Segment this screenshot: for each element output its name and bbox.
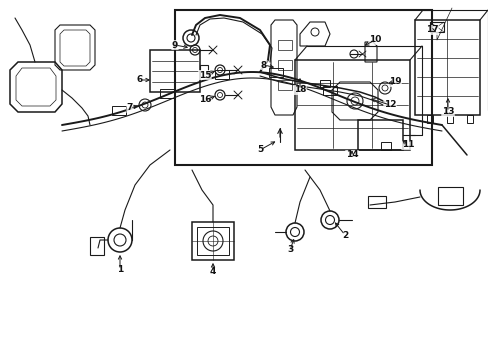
Text: 14: 14	[345, 150, 358, 159]
Text: 13: 13	[441, 108, 453, 117]
Text: 7: 7	[126, 104, 133, 112]
Text: 1: 1	[117, 265, 123, 274]
Text: 18: 18	[293, 85, 305, 94]
Text: 12: 12	[383, 100, 395, 109]
Bar	[112, 106, 126, 115]
Bar	[214, 69, 228, 78]
Bar	[278, 60, 291, 70]
Bar	[426, 115, 432, 123]
Bar	[357, 120, 402, 150]
Bar	[380, 142, 390, 150]
Text: 3: 3	[286, 246, 292, 255]
Bar	[323, 86, 337, 95]
Text: 16: 16	[198, 95, 211, 104]
Text: 9: 9	[171, 40, 178, 49]
Bar	[268, 68, 283, 77]
Text: 8: 8	[260, 60, 266, 69]
Bar	[437, 187, 462, 205]
Bar	[414, 20, 479, 115]
Text: 5: 5	[256, 145, 263, 154]
Text: 6: 6	[137, 76, 143, 85]
Text: 17: 17	[425, 26, 437, 35]
Bar	[160, 89, 174, 98]
Bar	[294, 60, 409, 150]
Text: 4: 4	[209, 267, 216, 276]
Text: 11: 11	[401, 140, 413, 149]
Bar	[197, 227, 228, 255]
Bar	[90, 237, 104, 255]
Bar	[429, 22, 443, 32]
Bar	[446, 115, 452, 123]
Bar	[367, 196, 385, 208]
Bar	[278, 40, 291, 50]
Bar	[466, 115, 472, 123]
Bar	[150, 50, 200, 92]
Text: 10: 10	[368, 36, 381, 45]
Text: 2: 2	[341, 230, 347, 239]
Bar	[200, 65, 207, 77]
Bar	[278, 80, 291, 90]
Text: 19: 19	[388, 77, 401, 86]
Bar	[192, 222, 234, 260]
Bar	[319, 80, 329, 87]
Bar	[175, 10, 431, 165]
Text: 15: 15	[198, 71, 211, 80]
